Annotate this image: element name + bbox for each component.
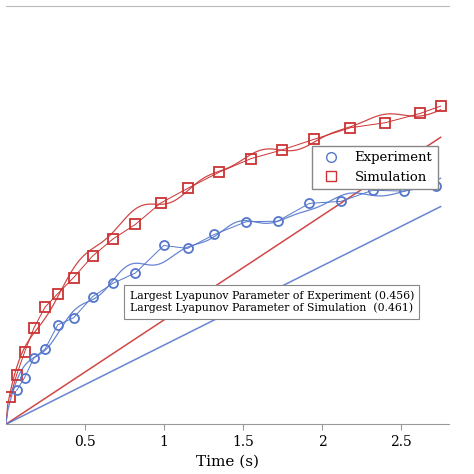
Legend: Experiment, Simulation: Experiment, Simulation — [312, 146, 438, 189]
X-axis label: Time (s): Time (s) — [196, 455, 258, 468]
Text: Largest Lyapunov Parameter of Experiment (0.456)
Largest Lyapunov Parameter of S: Largest Lyapunov Parameter of Experiment… — [129, 291, 414, 313]
